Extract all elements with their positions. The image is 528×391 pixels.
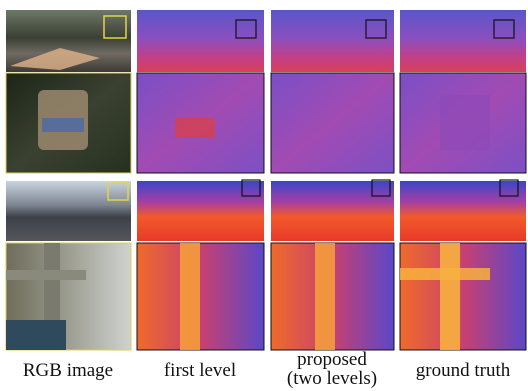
depth-map: [400, 181, 526, 241]
pole-depth: [315, 243, 335, 350]
depth-crop: [400, 243, 526, 350]
caption: ground truth: [416, 360, 511, 381]
depth-column: [400, 10, 526, 350]
sign-band: [42, 118, 84, 132]
depth-map: [400, 10, 526, 72]
sign-depth: [175, 118, 215, 138]
sign: [6, 320, 66, 350]
pole-arm: [6, 270, 86, 280]
sign-depth: [440, 95, 490, 150]
depth-map: [271, 10, 394, 72]
caption: first level: [164, 360, 236, 381]
depth-crop: [271, 73, 394, 173]
pole-depth: [180, 243, 200, 350]
depth-column: [271, 10, 394, 350]
rgb-image: [6, 181, 131, 241]
arm-depth: [400, 268, 490, 280]
depth-map: [271, 181, 394, 241]
caption: (two levels): [287, 368, 377, 389]
caption: RGB image: [23, 360, 113, 381]
depth-map: [137, 181, 264, 241]
depth-map: [137, 10, 264, 72]
captions: RGB image first level proposed(two levels)…: [23, 349, 511, 389]
pole-depth: [440, 243, 460, 350]
figure: RGB image first level proposed(two levels)…: [0, 0, 528, 391]
caption: proposed: [297, 349, 367, 370]
depth-crop: [137, 243, 264, 350]
depth-column: [137, 10, 264, 350]
